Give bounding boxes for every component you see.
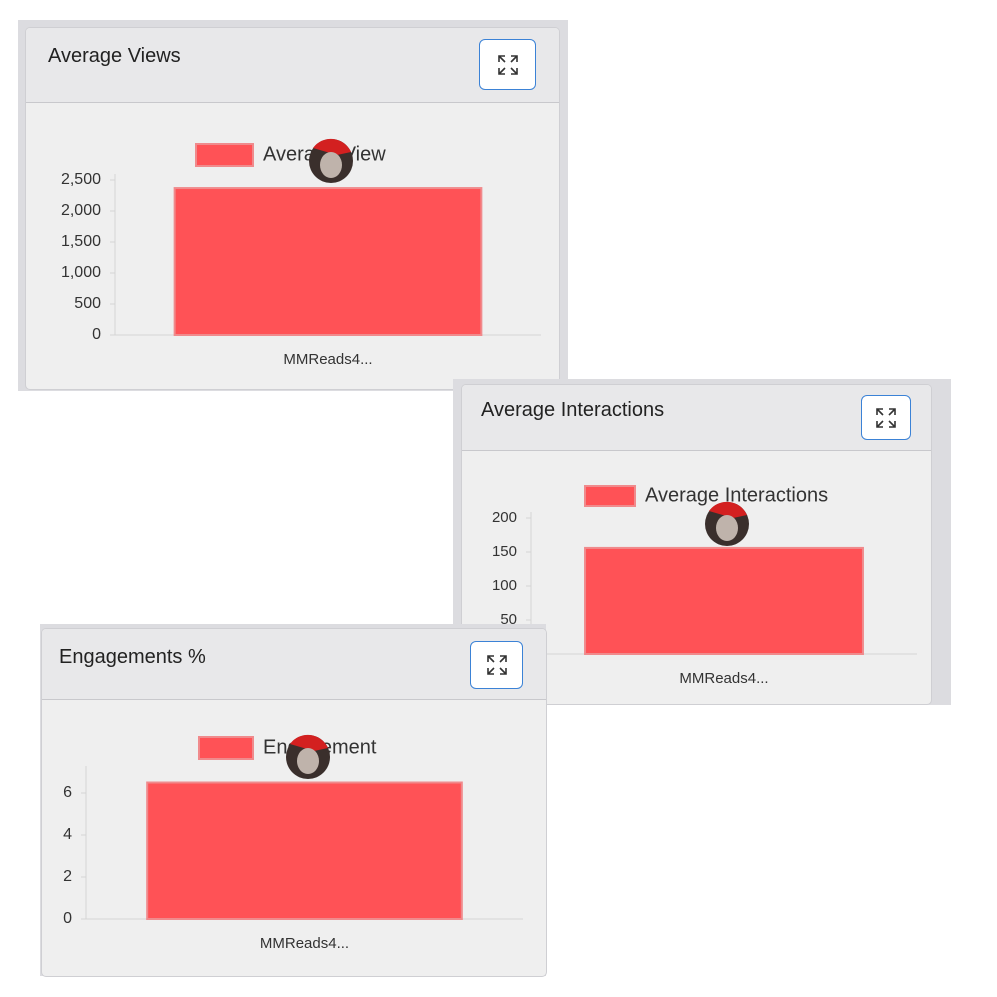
expand-button[interactable] xyxy=(861,395,911,440)
chart: 05001,0001,5002,0002,500MMReads4...Avera… xyxy=(61,138,541,368)
expand-icon xyxy=(497,54,518,75)
y-tick-label: 0 xyxy=(63,910,72,927)
y-tick-label: 4 xyxy=(63,826,72,843)
bar xyxy=(146,781,463,920)
card-header: Average Interactions xyxy=(462,385,931,451)
expand-arrows xyxy=(497,54,518,75)
y-tick-label: 150 xyxy=(492,543,517,560)
bar xyxy=(173,187,483,336)
legend-swatch xyxy=(198,736,254,760)
avatar-accent xyxy=(709,501,747,518)
card-title: Average Interactions xyxy=(481,399,665,421)
y-tick-label: 2,500 xyxy=(61,171,101,188)
expand-icon xyxy=(876,407,896,428)
card-title: Average Views xyxy=(48,45,181,67)
avatar-accent xyxy=(313,138,351,155)
y-tick-label: 6 xyxy=(63,784,72,801)
legend-swatch xyxy=(584,485,636,507)
x-tick-label: MMReads4... xyxy=(260,935,349,952)
legend-label: Average Interactions xyxy=(645,484,828,506)
card-header: Average Views xyxy=(26,28,559,103)
expand-arrows xyxy=(876,407,896,428)
legend-swatch xyxy=(195,143,254,167)
expand-button[interactable] xyxy=(479,39,536,90)
card-panel: Average Interactions050100150200MMReads4… xyxy=(461,384,932,705)
avatar-face xyxy=(297,748,319,774)
expand-arrows xyxy=(486,655,507,675)
bar xyxy=(584,546,864,655)
y-tick-label: 1,000 xyxy=(61,264,101,281)
avatar-face xyxy=(716,515,738,541)
y-tick-label: 200 xyxy=(492,509,517,526)
expand-icon xyxy=(486,655,507,675)
expand-button[interactable] xyxy=(470,641,523,689)
card-title: Engagements % xyxy=(59,646,206,668)
chart: 050100150200MMReads4...Average Interacti… xyxy=(492,484,917,687)
y-tick-label: 2,000 xyxy=(61,202,101,219)
avatar-accent xyxy=(290,734,328,751)
y-tick-label: 1,500 xyxy=(61,233,101,250)
card-header: Engagements % xyxy=(42,629,546,700)
y-tick-label: 500 xyxy=(74,295,101,312)
y-tick-label: 0 xyxy=(92,326,101,343)
avatar-face xyxy=(320,152,342,178)
y-tick-label: 2 xyxy=(63,868,72,885)
y-tick-label: 50 xyxy=(500,611,517,628)
chart-card: Average Views 0 500 1,000 1,500 2,000 2,500 MMR… xyxy=(18,20,568,391)
y-tick-label: 100 xyxy=(492,577,517,594)
card-panel: Average Views 0 500 1,000 1,500 2,000 2,500 MMR… xyxy=(25,27,560,390)
x-tick-label: MMReads4... xyxy=(679,670,768,687)
x-tick-label: MMReads4... xyxy=(283,351,372,368)
